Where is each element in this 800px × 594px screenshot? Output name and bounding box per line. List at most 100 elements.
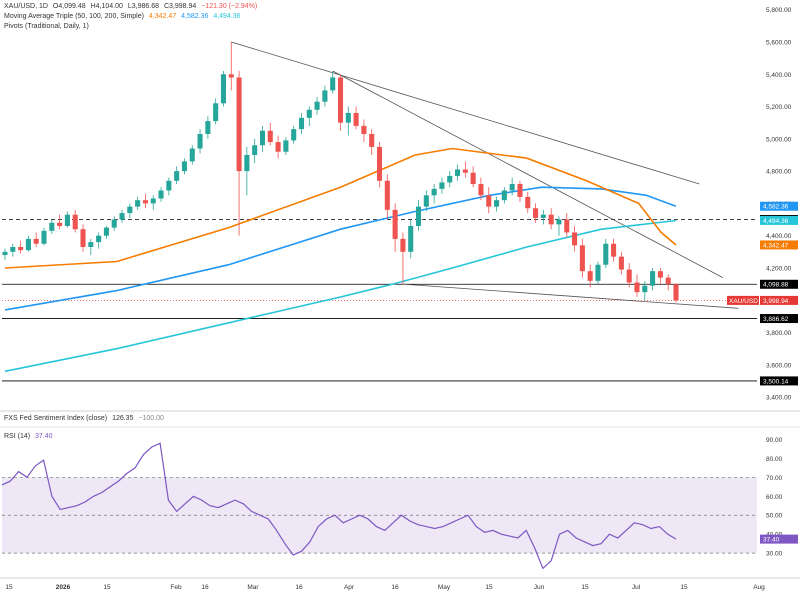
price-tick-label: 5,800.00 <box>766 7 792 14</box>
rsi-tick-label: 80.00 <box>766 456 783 463</box>
price-badge-label: 4,342.47 <box>763 242 789 249</box>
candle-body <box>244 154 250 172</box>
price-tick-label: 5,000.00 <box>766 136 792 143</box>
time-tick-label: Apr <box>344 584 355 591</box>
candle-body <box>25 238 31 251</box>
price-badge <box>760 279 798 289</box>
price-tick-label: 5,200.00 <box>766 104 792 111</box>
candle-body <box>213 103 219 122</box>
candle-body <box>353 112 359 126</box>
candle-body <box>174 171 180 181</box>
candle-body <box>88 242 94 247</box>
candle-body <box>103 227 109 236</box>
candle-body <box>259 130 266 146</box>
price-badge <box>760 376 798 386</box>
ohlc-change: −121.30 (−2.94%) <box>201 3 258 10</box>
time-tick-label: May <box>438 584 451 591</box>
candle-body <box>57 222 63 226</box>
price-tick-label: 4,200.00 <box>766 265 792 272</box>
candle-body <box>64 214 70 226</box>
symbol-legend: XAU/USD, 1D O4,099.48 H4,104.00 L3,986.6… <box>4 2 260 12</box>
candle-body <box>556 219 562 225</box>
rsi-legend[interactable]: RSI (14) 37.40 <box>4 432 56 442</box>
candle-body <box>470 172 476 185</box>
pivots-label: Pivots (Traditional, Daily, 1) <box>4 23 89 30</box>
candle-body <box>189 148 195 162</box>
candle-body <box>72 214 78 230</box>
sentiment-label: FXS Fed Sentiment Index (close) <box>4 415 108 422</box>
candle-body <box>267 130 273 143</box>
rsi-tick-label: 90.00 <box>766 437 783 444</box>
rsi-line <box>1 442 677 570</box>
symbol-label: XAU/USD, 1D <box>4 3 48 10</box>
ma50-line <box>4 147 677 269</box>
rsi-band <box>2 477 757 554</box>
candle-body <box>423 195 429 207</box>
candle-body <box>322 90 328 102</box>
candle-body <box>618 256 624 270</box>
candle-body <box>454 169 461 176</box>
candle-body <box>337 77 344 123</box>
candle-body <box>197 133 203 149</box>
candle-body <box>548 214 554 225</box>
candle-body <box>603 243 609 265</box>
candle-body <box>10 246 16 252</box>
ohlc-low: L3,986.68 <box>127 3 159 10</box>
candle-body <box>96 235 102 243</box>
candle-body <box>150 198 156 204</box>
pivots-legend[interactable]: Pivots (Traditional, Daily, 1) <box>4 22 92 32</box>
time-tick-label: 15 <box>680 584 688 591</box>
rsi-tick-label: 30.00 <box>766 551 783 558</box>
candle-body <box>33 238 39 244</box>
candle-body <box>220 74 227 104</box>
candle-body <box>361 125 367 134</box>
candle-body <box>525 196 531 209</box>
candle-body <box>673 284 679 301</box>
candle-body <box>275 142 281 152</box>
price-badge-label: 4,494.36 <box>763 218 789 225</box>
candle-body <box>533 208 539 218</box>
candle-body <box>41 230 47 244</box>
ohlc-open: O4,099.48 <box>52 3 86 10</box>
candle-body <box>478 184 484 196</box>
sentiment-legend[interactable]: FXS Fed Sentiment Index (close) 126.35 −… <box>4 414 167 424</box>
candle-body <box>298 117 305 130</box>
candle-body <box>369 133 375 147</box>
trendline-lower <box>402 283 739 309</box>
price-badge <box>760 314 798 324</box>
rsi-tick-label: 70.00 <box>766 475 783 482</box>
rsi-tick-label: 60.00 <box>766 494 783 501</box>
candle-body <box>49 222 55 231</box>
ma-legend-label: Moving Average Triple (50, 100, 200, Sim… <box>4 13 144 20</box>
price-badge <box>760 240 798 250</box>
time-tick-label: 15 <box>485 584 493 591</box>
candle-body <box>650 271 656 286</box>
time-tick-label: 15 <box>103 584 111 591</box>
candle-body <box>415 206 422 226</box>
rsi-value-badge <box>760 534 798 544</box>
candle-body <box>384 180 390 210</box>
time-tick-label: 2026 <box>56 584 71 591</box>
candle-body <box>517 184 523 197</box>
candle-body <box>283 140 289 152</box>
candle-body <box>540 214 546 218</box>
price-tick-label: 5,400.00 <box>766 72 792 79</box>
candle-body <box>634 282 640 293</box>
price-tick-label: 3,800.00 <box>766 330 792 337</box>
ohlc-high: H4,104.00 <box>90 3 123 10</box>
trendline-upper <box>231 41 700 185</box>
candle-body <box>158 190 164 199</box>
price-badge <box>760 295 798 305</box>
time-tick-label: 16 <box>201 584 209 591</box>
candle-body <box>665 277 671 285</box>
candle-body <box>252 145 258 155</box>
candle-body <box>579 245 585 272</box>
candle-body <box>392 209 398 239</box>
ma-legend[interactable]: Moving Average Triple (50, 100, 200, Sim… <box>4 12 244 22</box>
ma50-value: 4,342.47 <box>148 13 177 20</box>
candle-body <box>135 200 141 207</box>
candle-body <box>462 169 468 173</box>
candle-body <box>642 285 648 293</box>
